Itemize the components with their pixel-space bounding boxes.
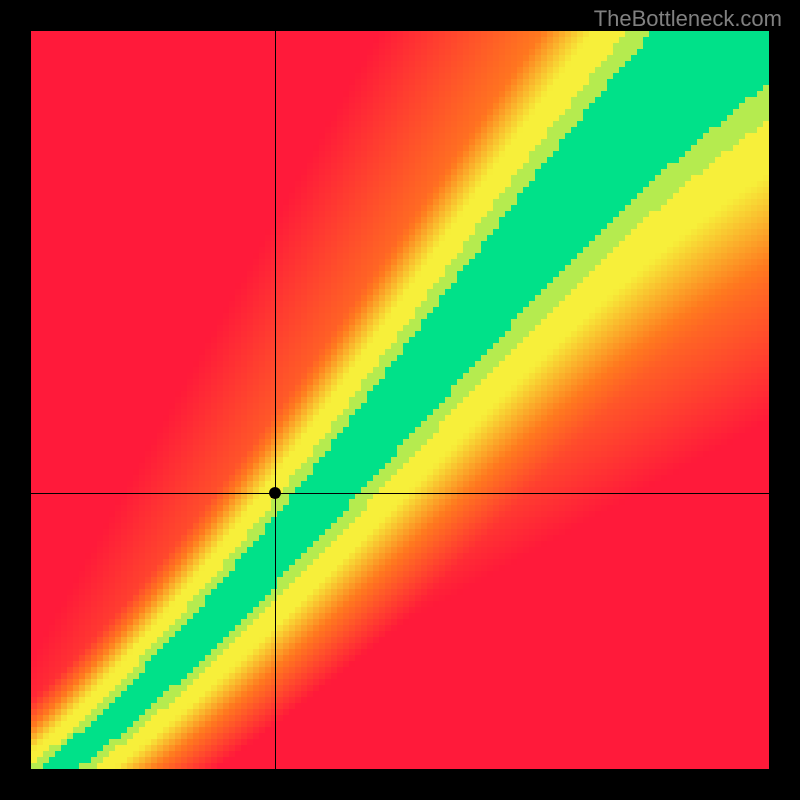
watermark-text: TheBottleneck.com (594, 6, 782, 32)
frame-left (0, 31, 31, 769)
bottleneck-heatmap (31, 31, 769, 769)
frame-bottom (0, 769, 800, 800)
chart-container: TheBottleneck.com (0, 0, 800, 800)
frame-right (769, 31, 800, 769)
